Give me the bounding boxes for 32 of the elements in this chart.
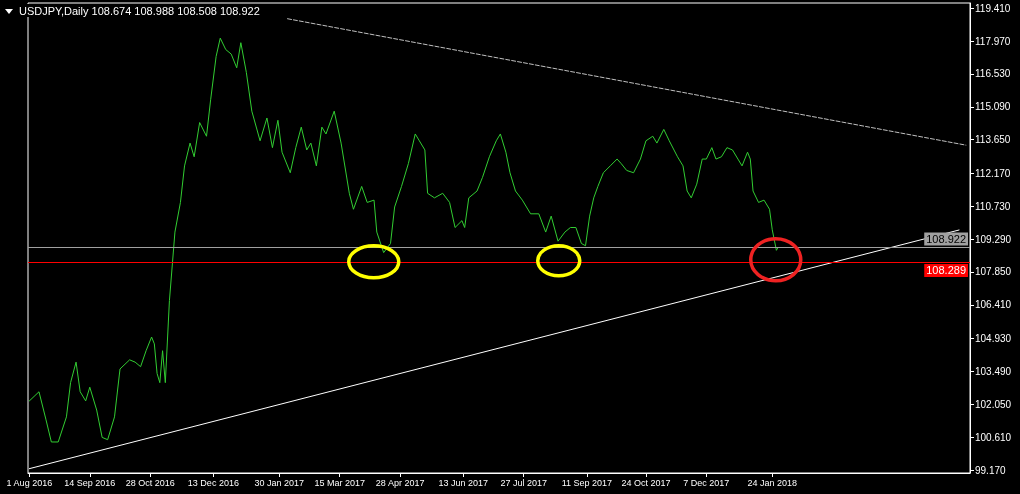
y-tick-label: 109.290 xyxy=(975,233,1012,245)
y-tick-label: 116.530 xyxy=(975,68,1011,80)
x-tick-label: 15 Mar 2017 xyxy=(314,477,365,488)
y-tick-label: 102.050 xyxy=(975,398,1012,410)
x-tick-label: 24 Oct 2017 xyxy=(621,477,671,488)
line-series xyxy=(28,37,779,443)
y-tick-label: 115.090 xyxy=(975,101,1011,113)
x-tick-label: 30 Jan 2017 xyxy=(254,477,305,488)
x-tick-label: 7 Dec 2017 xyxy=(683,477,730,488)
ref-line-label: 108.289 xyxy=(926,264,966,277)
y-tick-label: 110.730 xyxy=(975,200,1011,212)
x-tick-label: 13 Jun 2017 xyxy=(438,477,489,488)
x-tick-label: 24 Jan 2018 xyxy=(747,477,798,488)
y-tick-label: 104.930 xyxy=(975,333,1012,345)
x-tick-label: 28 Apr 2017 xyxy=(375,477,425,488)
y-tick-label: 113.650 xyxy=(975,134,1011,146)
y-tick-label: 117.970 xyxy=(975,35,1011,47)
y-tick-label: 99.170 xyxy=(975,464,1007,476)
y-tick-label: 119.410 xyxy=(975,2,1011,14)
y-tick-label: 100.610 xyxy=(975,431,1012,443)
x-tick-label: 28 Oct 2016 xyxy=(125,477,175,488)
y-tick-label: 106.410 xyxy=(975,299,1012,311)
y-tick-label: 103.490 xyxy=(975,365,1012,377)
x-tick-label: 1 Aug 2016 xyxy=(6,477,53,488)
x-tick-label: 11 Sep 2017 xyxy=(561,477,613,488)
y-tick-label: 112.170 xyxy=(975,167,1011,179)
x-tick-label: 14 Sep 2016 xyxy=(64,477,116,488)
x-tick-label: 27 Jul 2017 xyxy=(500,477,547,488)
chart-title: USDJPY,Daily 108.674 108.988 108.508 108.922 xyxy=(19,4,260,17)
ref-line-label: 108.922 xyxy=(926,233,966,246)
y-tick-label: 107.850 xyxy=(975,266,1012,278)
x-tick-label: 13 Dec 2016 xyxy=(187,477,239,488)
